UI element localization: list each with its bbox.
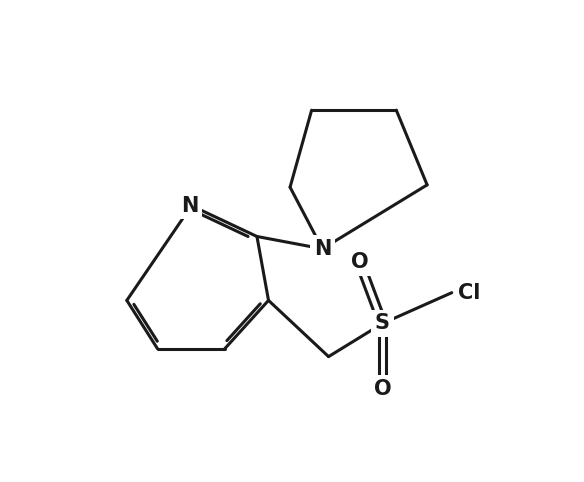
Text: O: O — [374, 379, 391, 399]
Text: Cl: Cl — [458, 282, 480, 303]
Text: O: O — [350, 252, 368, 272]
Text: S: S — [375, 313, 390, 334]
Text: N: N — [181, 196, 199, 215]
Text: N: N — [314, 239, 331, 259]
